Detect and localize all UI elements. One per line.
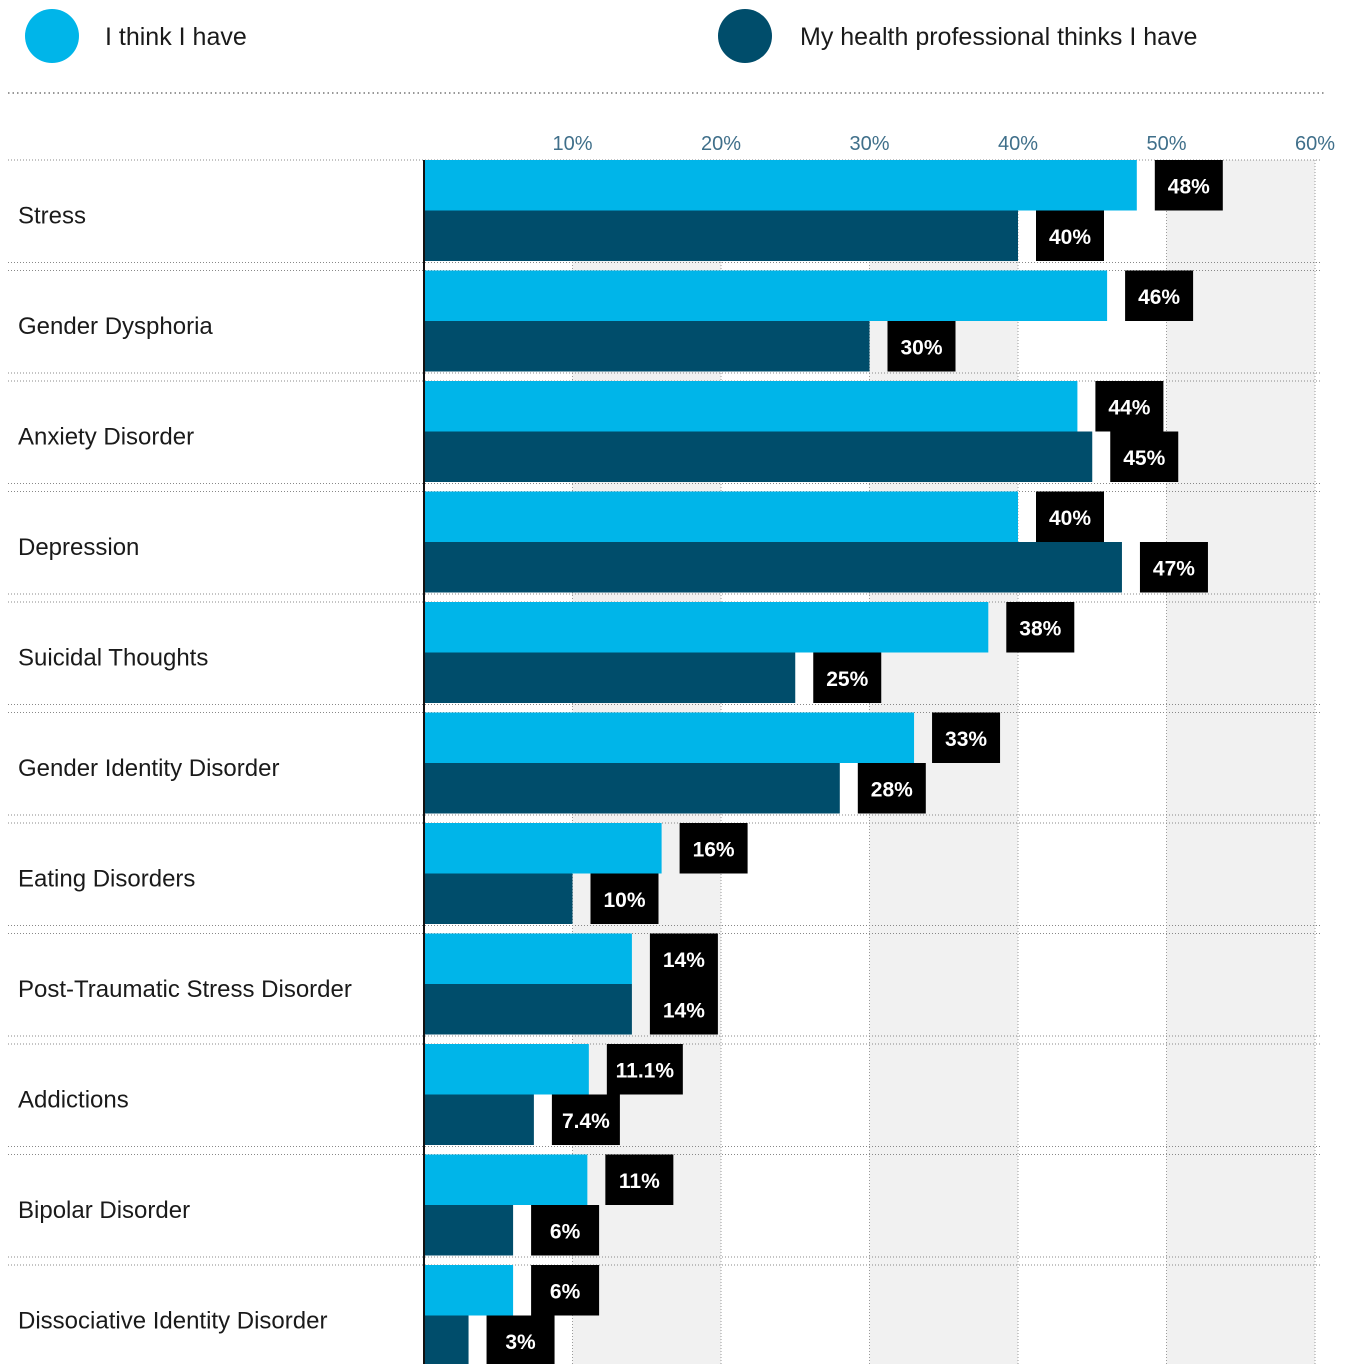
legend-label-2: My health professional thinks I have: [800, 23, 1197, 51]
tick-label: 20%: [701, 133, 741, 155]
value-label-box: [887, 321, 956, 372]
bar-self: [424, 1044, 589, 1095]
bar-self: [424, 712, 915, 763]
value-label: 46%: [1138, 286, 1180, 309]
bar-self: [424, 491, 1018, 542]
legend-swatch-2: [718, 9, 772, 63]
value-label: 16%: [693, 838, 735, 861]
bar-professional: [424, 1094, 534, 1145]
category-label: Anxiety Disorder: [18, 423, 194, 450]
value-label-box: [1095, 381, 1164, 432]
legend-swatch-1: [25, 9, 79, 63]
value-label-box: [1036, 210, 1104, 261]
category-label: Depression: [18, 534, 139, 561]
category-label: Stress: [18, 202, 86, 229]
value-label: 38%: [1019, 617, 1061, 640]
value-label-box: [857, 763, 926, 814]
bar-professional: [424, 1205, 514, 1256]
tick-label: 30%: [849, 133, 889, 155]
bar-professional: [424, 652, 796, 703]
category-label: Suicidal Thoughts: [18, 644, 208, 671]
value-label-box: [486, 1315, 555, 1364]
value-label-box: [1125, 270, 1194, 321]
value-label-box: [590, 873, 659, 924]
bar-professional: [424, 873, 573, 924]
category-labels: Stress Gender Dysphoria Anxiety Disorder De…: [18, 202, 352, 1334]
category-label: Dissociative Identity Disorder: [18, 1307, 327, 1334]
category-label: Bipolar Disorder: [18, 1197, 190, 1224]
category-label: Gender Identity Disorder: [18, 755, 279, 782]
value-label: 10%: [603, 889, 645, 912]
grid-band-3: [1166, 160, 1315, 1364]
value-label: 30%: [900, 336, 942, 359]
value-label: 14%: [663, 999, 705, 1022]
bar-self: [424, 823, 662, 874]
value-label-box: [1110, 431, 1179, 482]
value-label: 40%: [1049, 226, 1091, 249]
tick-label: 40%: [998, 133, 1038, 155]
value-label: 7.4%: [562, 1110, 610, 1133]
bar-professional: [424, 984, 632, 1035]
tick-label: 60%: [1295, 133, 1335, 155]
value-label-box: [605, 1154, 674, 1205]
value-label-box: [679, 823, 748, 874]
value-label-box: [1036, 491, 1104, 542]
value-label: 3%: [505, 1331, 536, 1354]
bar-self: [424, 933, 632, 984]
bar-professional: [424, 542, 1122, 593]
value-label: 25%: [826, 668, 868, 691]
bar-self: [424, 160, 1137, 211]
value-label: 45%: [1123, 447, 1165, 470]
tick-label: 10%: [552, 133, 592, 155]
value-labels: 48% 40% 46% 30% 44% 45% 40% 47% 38% 25% 33% 28% 16% 1…: [486, 160, 1223, 1364]
value-label: 6%: [550, 1280, 581, 1303]
category-label: Gender Dysphoria: [18, 313, 213, 340]
value-label: 44%: [1108, 396, 1150, 419]
value-label-box: [932, 712, 1001, 763]
bar-self: [424, 1265, 514, 1316]
value-label: 11.1%: [616, 1059, 675, 1082]
value-label-box: [649, 984, 718, 1035]
value-label: 48%: [1168, 175, 1210, 198]
value-label-box: [813, 652, 882, 703]
value-label: 40%: [1049, 507, 1091, 530]
x-axis-ticks: 10% 20% 30% 40% 50% 60%: [552, 133, 1335, 155]
category-label: Eating Disorders: [18, 865, 195, 892]
value-label: 14%: [663, 949, 705, 972]
value-label: 33%: [945, 728, 987, 751]
legend-label-1: I think I have: [105, 23, 247, 51]
value-label-box: [551, 1094, 620, 1145]
value-label: 11%: [619, 1170, 660, 1193]
value-label-box: [649, 933, 718, 984]
value-label: 28%: [871, 778, 913, 801]
bar-self: [424, 1154, 588, 1205]
value-label-box: [606, 1044, 683, 1095]
bar-self: [424, 270, 1108, 321]
value-label-box: [1139, 542, 1208, 593]
value-label-box: [531, 1205, 600, 1256]
bars: [424, 160, 1137, 1364]
tick-label: 50%: [1146, 133, 1186, 155]
bar-professional: [424, 1315, 469, 1364]
bar-self: [424, 602, 989, 653]
category-label: Post-Traumatic Stress Disorder: [18, 976, 352, 1003]
category-label: Addictions: [18, 1086, 129, 1113]
value-label: 47%: [1153, 557, 1195, 580]
bar-self: [424, 381, 1078, 432]
bar-professional: [424, 210, 1018, 261]
bar-professional: [424, 431, 1093, 482]
value-label-box: [531, 1265, 600, 1316]
value-label-box: [1006, 602, 1075, 653]
legend: I think I have My health professional thi…: [25, 9, 1197, 63]
value-label-box: [1154, 160, 1223, 211]
bar-professional: [424, 321, 870, 372]
value-label: 6%: [550, 1220, 581, 1243]
bar-professional: [424, 763, 840, 814]
